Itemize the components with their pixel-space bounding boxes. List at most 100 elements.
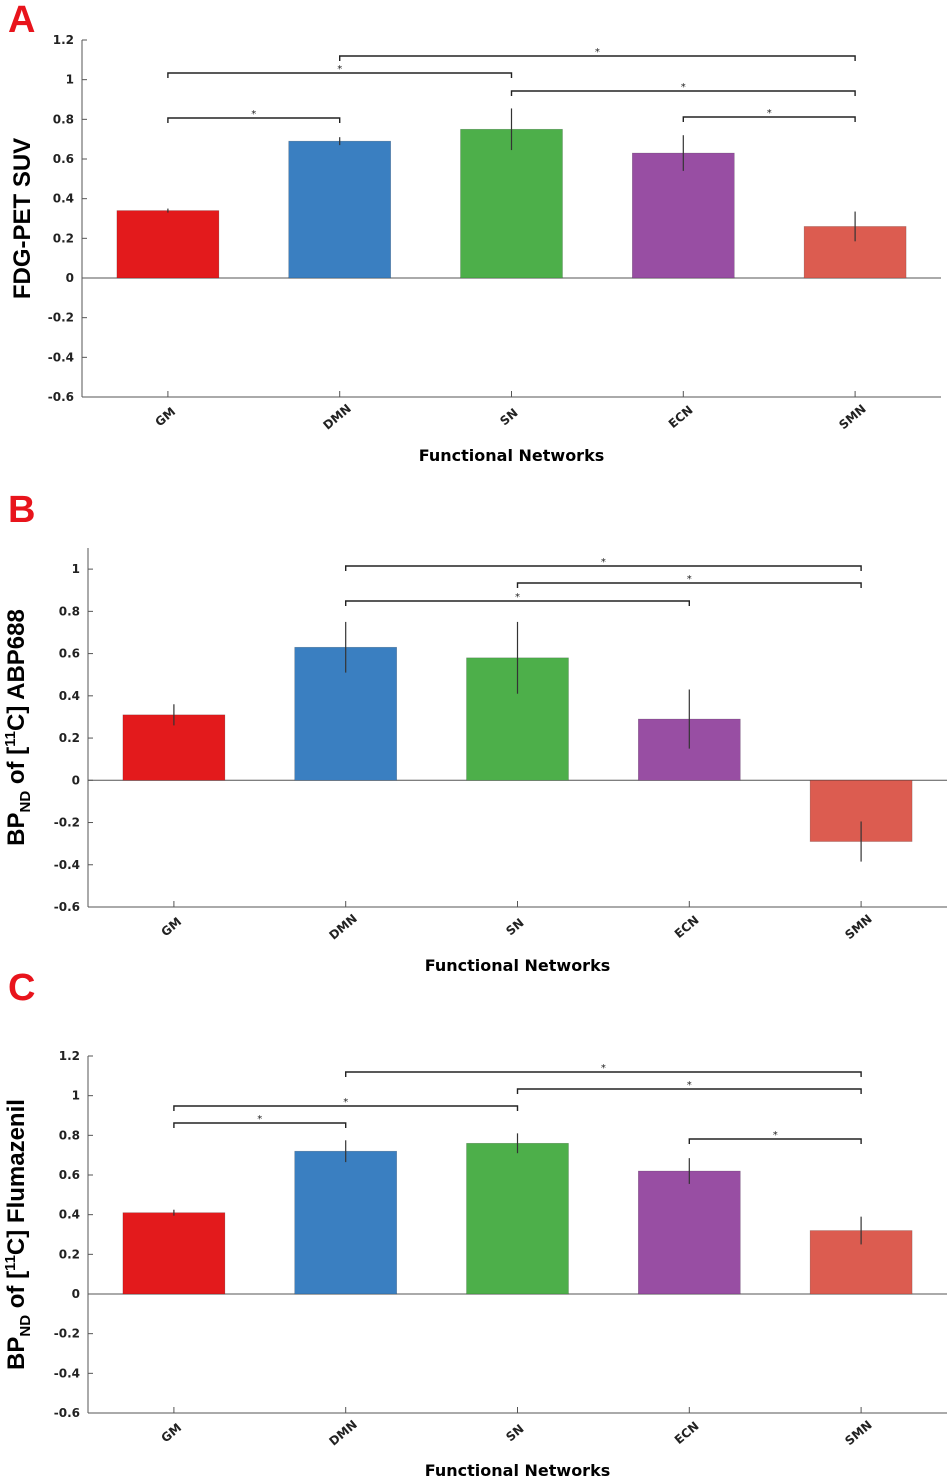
- significance-star: *: [687, 1080, 692, 1091]
- y-tick-label: 0.2: [59, 1247, 80, 1261]
- bar-gm: [116, 210, 220, 279]
- y-tick-label: 1: [72, 1089, 80, 1103]
- significance-bracket: [167, 117, 341, 123]
- category-label: ECN: [672, 913, 702, 941]
- x-axis-label: Functional Networks: [419, 446, 604, 465]
- y-tick-label: -0.6: [48, 390, 74, 404]
- significance-bracket: [682, 116, 856, 122]
- significance-star: *: [601, 557, 606, 568]
- x-axis-label: Functional Networks: [425, 956, 610, 975]
- y-tick-label: -0.4: [54, 858, 80, 872]
- panel-letter: A: [8, 0, 35, 41]
- bar-sn: [466, 1142, 569, 1295]
- y-axis-label: FDG-PET SUV: [9, 138, 36, 299]
- y-tick-label: 0.8: [53, 112, 74, 126]
- significance-bracket: [516, 1088, 862, 1094]
- y-tick-label: 0.4: [59, 689, 80, 703]
- category-label: SN: [503, 916, 526, 939]
- y-tick-label: 0.6: [53, 152, 74, 166]
- y-tick-label: 0.4: [59, 1208, 80, 1222]
- panel-letter: C: [8, 967, 35, 1009]
- y-tick-label: 0.2: [53, 231, 74, 245]
- y-tick-label: 0.6: [59, 1168, 80, 1182]
- bar-sn: [460, 128, 563, 279]
- significance-star: *: [337, 64, 342, 75]
- ylabel-superscript: 11: [2, 731, 19, 747]
- y-tick-label: 1: [66, 73, 74, 87]
- category-label: SN: [497, 406, 520, 429]
- significance-bracket: [173, 1122, 347, 1128]
- significance-bracket: [345, 600, 690, 606]
- y-tick-label: 0: [66, 271, 74, 285]
- significance-bracket: [688, 1138, 862, 1144]
- y-tick-label: 0.8: [59, 1128, 80, 1142]
- y-axis-label: BPND of [11C] Flumazenil: [2, 1099, 34, 1370]
- category-label: DMN: [320, 401, 353, 432]
- significance-bracket: [167, 72, 513, 78]
- category-label: SN: [503, 1422, 526, 1445]
- ylabel-text: BP: [3, 813, 30, 846]
- panel-c: C 1.2 1 0.8 0.6 0.4 0.2 0 -0.2 -0.4 -0.6 GM DMN SN ECN…: [2, 967, 947, 1478]
- significance-star: *: [257, 1114, 262, 1125]
- panel-letter: B: [8, 489, 35, 531]
- y-tick-label: 0.2: [59, 731, 80, 745]
- bar-dmn: [294, 1150, 398, 1295]
- significance-star: *: [773, 1130, 778, 1141]
- x-axis-label: Functional Networks: [425, 1461, 610, 1478]
- significance-bracket: [345, 565, 862, 571]
- bar-smn: [803, 226, 907, 279]
- significance-star: *: [767, 108, 772, 119]
- ylabel-text: of [: [3, 1271, 30, 1315]
- significance-bracket: [516, 582, 862, 588]
- ylabel-text: C] ABP688: [3, 609, 30, 731]
- significance-bracket: [173, 1105, 519, 1111]
- category-label: GM: [158, 915, 184, 940]
- category-label: GM: [158, 1421, 184, 1446]
- category-label: ECN: [672, 1419, 702, 1447]
- significance-star: *: [687, 574, 692, 585]
- significance-star: *: [601, 1063, 606, 1074]
- y-tick-label: 0: [72, 773, 80, 787]
- y-tick-label: -0.6: [54, 1406, 80, 1420]
- bar-gm: [122, 714, 226, 781]
- y-tick-label: 0.6: [59, 647, 80, 661]
- category-label: SMN: [842, 1418, 874, 1448]
- y-tick-label: 0.4: [53, 192, 74, 206]
- y-tick-label: -0.4: [54, 1366, 80, 1380]
- significance-star: *: [515, 592, 520, 603]
- y-tick-label: 0.8: [59, 604, 80, 618]
- category-label: ECN: [666, 403, 696, 431]
- category-label: SMN: [836, 402, 868, 432]
- significance-bracket: [510, 90, 856, 96]
- significance-bracket: [339, 55, 856, 61]
- significance-star: *: [595, 47, 600, 58]
- y-tick-label: -0.6: [54, 900, 80, 914]
- bar-dmn: [288, 140, 392, 279]
- y-axis-label: BPND of [11C] ABP688: [2, 609, 34, 846]
- bar-gm: [122, 1212, 226, 1295]
- y-tick-label: -0.4: [48, 350, 74, 364]
- y-tick-label: 1: [72, 562, 80, 576]
- significance-bracket: [345, 1071, 862, 1077]
- y-tick-label: -0.2: [54, 1327, 80, 1341]
- ylabel-text: BP: [3, 1337, 30, 1370]
- ylabel-subscript: ND: [17, 1315, 34, 1337]
- panel-b: B 1 0.8 0.6 0.4 0.2 0 -0.2 -0.4 -0.6 GM DMN SN ECN SMN…: [2, 489, 947, 975]
- y-tick-label: 1.2: [53, 33, 74, 47]
- ylabel-text: C] Flumazenil: [3, 1099, 30, 1255]
- y-tick-label: -0.2: [54, 816, 80, 830]
- category-label: GM: [152, 405, 178, 430]
- significance-star: *: [343, 1097, 348, 1108]
- significance-star: *: [681, 82, 686, 93]
- category-label: SMN: [842, 912, 874, 942]
- significance-star: *: [251, 109, 256, 120]
- ylabel-subscript: ND: [17, 791, 34, 813]
- y-tick-label: 0: [72, 1287, 80, 1301]
- bar-ecn: [637, 1170, 741, 1295]
- ylabel-text: of [: [3, 747, 30, 791]
- bar-ecn: [631, 152, 735, 279]
- panel-a: A 1.2 1 0.8 0.6 0.4 0.2 0 -0.2 -0.4 -0.6 GM DMN SN ECN…: [8, 0, 941, 465]
- category-label: DMN: [326, 911, 359, 942]
- category-label: DMN: [326, 1417, 359, 1448]
